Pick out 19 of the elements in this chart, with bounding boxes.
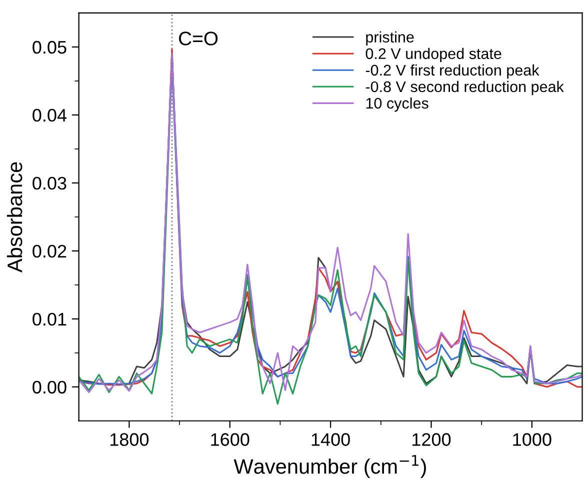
legend-label: pristine [366,31,414,46]
x-tick-label: 1400 [312,433,350,446]
y-tick-label: 0.02 [32,244,66,258]
legend-label: -0.8 V second reduction peak [366,80,564,96]
legend-label: -0.2 V first reduction peak [366,64,540,79]
x-axis-title: Wavenumber (cm$^{−1}$) [234,455,426,478]
x-tick-label: 1800 [110,433,149,446]
y-tick-label: 0.03 [32,176,66,190]
y-axis-title: Absorbance [6,162,22,272]
x-tick-label: 1200 [412,433,451,446]
y-tick-label: 0.01 [32,312,66,326]
ref-line-label: C=O [179,32,218,46]
legend-label: 0.2 V undoped state [366,48,502,62]
y-tick-label: 0.05 [32,40,66,54]
y-tick-label: 0.04 [32,108,67,122]
x-tick-label: 1000 [513,433,552,446]
legend-label: 10 cycles [366,97,428,112]
y-tick-label: 0.00 [32,380,66,394]
x-tick-label: 1600 [211,433,250,446]
